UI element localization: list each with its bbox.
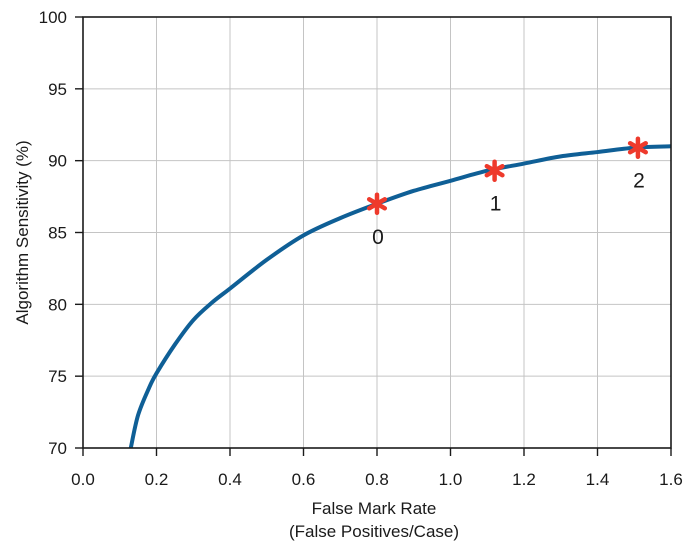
x-tick-label: 1.4 [586, 470, 610, 489]
y-tick-label: 75 [48, 367, 67, 386]
tick-labels: 0.0 0.2 0.4 0.6 0.8 1.0 1.2 1.4 1.6 70 75 80 85 90 95 1… [39, 8, 683, 489]
x-axis-title-line-1: False Mark Rate [312, 499, 437, 518]
operating-point-marker-1 [484, 159, 505, 182]
asterisk-stroke [484, 163, 505, 178]
y-axis-title: Algorithm Sensitivity (%) [13, 140, 32, 324]
operating-point-label: 0 [372, 226, 384, 249]
operating-point-label: 2 [633, 170, 645, 193]
curve-layer [128, 144, 672, 449]
x-tick-label: 0.0 [71, 470, 95, 489]
y-tick-label: 85 [48, 224, 67, 243]
y-tick-label: 70 [48, 439, 67, 458]
y-tick-label: 80 [48, 295, 67, 314]
y-tick-label: 100 [39, 8, 67, 27]
x-tick-label: 1.6 [659, 470, 683, 489]
x-tick-label: 0.2 [145, 470, 169, 489]
y-tick-label: 95 [48, 80, 67, 99]
x-tick-label: 0.6 [292, 470, 316, 489]
operating-points: 0 1 2 [366, 136, 648, 249]
operating-point-marker-2 [627, 136, 648, 159]
x-tick-label: 0.4 [218, 470, 242, 489]
x-tick-label: 1.2 [512, 470, 536, 489]
plot-frame [75, 16, 672, 456]
asterisk-stroke [366, 197, 388, 211]
asterisk-stroke [627, 140, 648, 155]
operating-point-marker-0 [366, 192, 388, 216]
x-axis-title-line-2: (False Positives/Case) [289, 522, 459, 541]
x-tick-label: 1.0 [439, 470, 463, 489]
sensitivity-curve-line [128, 144, 672, 449]
operating-point-label: 1 [490, 193, 502, 216]
x-tick-label: 0.8 [365, 470, 389, 489]
grid [82, 16, 672, 449]
y-tick-label: 90 [48, 152, 67, 171]
